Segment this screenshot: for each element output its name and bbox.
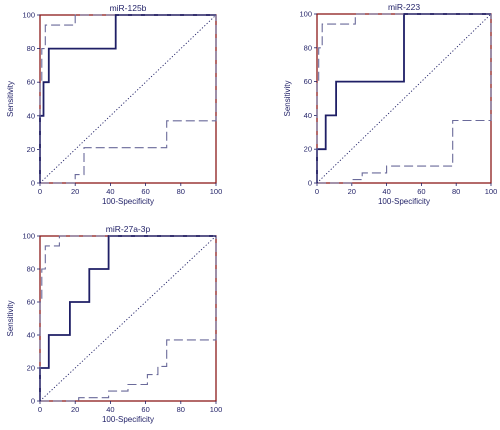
y-tick-label: 40 (304, 111, 312, 120)
y-tick-label: 20 (27, 364, 35, 373)
y-tick-label: 80 (304, 43, 312, 52)
ci-lower-line (40, 236, 217, 402)
x-tick-label: 100 (210, 405, 223, 414)
x-tick-label: 60 (141, 187, 149, 196)
y-tick-label: 60 (27, 78, 35, 87)
x-tick-label: 100 (485, 187, 498, 196)
x-axis-label: 100-Specificity (102, 415, 154, 424)
roc-line (39, 235, 216, 401)
x-tick-label: 100 (210, 187, 223, 196)
y-axis-label: Sensitivity (6, 300, 15, 336)
y-axis-label: Sensitivity (283, 80, 292, 116)
y-tick-label: 40 (27, 331, 35, 340)
reference-line (316, 13, 492, 184)
x-tick-label: 20 (71, 405, 79, 414)
x-tick-label: 80 (452, 187, 460, 196)
y-axis-label: Sensitivity (6, 81, 15, 117)
roc-line (316, 13, 491, 183)
ci-lower-line (40, 15, 217, 184)
ci-upper-line (39, 235, 216, 401)
chart-title: miR-27a-3p (106, 224, 151, 234)
x-tick-label: 40 (106, 405, 114, 414)
x-tick-label: 0 (38, 405, 42, 414)
ci-upper-line (39, 14, 216, 183)
y-tick-label: 20 (304, 145, 312, 154)
chart-title: miR-125b (110, 3, 147, 13)
reference-line (39, 14, 217, 184)
reference-line (39, 235, 217, 402)
x-tick-label: 80 (177, 405, 185, 414)
y-tick-label: 80 (27, 44, 35, 53)
ci-upper-line (316, 13, 491, 183)
y-tick-label: 80 (27, 265, 35, 274)
x-axis-label: 100-Specificity (378, 197, 430, 206)
roc-chart-1: miR-125b 0 20 40 60 80 100 0 20 40 60 80 100 100-Spec… (6, 3, 222, 206)
y-tick-label: 100 (299, 10, 312, 19)
y-tick-label: 60 (27, 298, 35, 307)
x-tick-label: 60 (417, 187, 425, 196)
y-tick-label: 0 (308, 179, 312, 188)
roc-line (39, 14, 216, 183)
x-tick-label: 80 (177, 187, 185, 196)
roc-chart-2: miR-223 0 20 40 60 80 100 0 20 40 60 80 100 100-Speci… (283, 2, 497, 206)
y-tick-label: 0 (31, 397, 35, 406)
x-tick-label: 40 (382, 187, 390, 196)
y-tick-label: 20 (27, 145, 35, 154)
x-tick-label: 0 (38, 187, 42, 196)
roc-chart-3: miR-27a-3p 0 20 40 60 80 100 0 20 40 60 80 100 100-Sp… (6, 224, 222, 424)
x-axis-label: 100-Specificity (102, 197, 154, 206)
x-tick-label: 20 (71, 187, 79, 196)
ci-lower-line (317, 14, 492, 184)
y-tick-label: 60 (304, 77, 312, 86)
y-tick-label: 100 (22, 11, 35, 20)
x-tick-label: 20 (348, 187, 356, 196)
x-tick-label: 60 (141, 405, 149, 414)
x-tick-label: 0 (315, 187, 319, 196)
chart-title: miR-223 (388, 2, 420, 12)
y-tick-label: 100 (22, 232, 35, 241)
y-tick-label: 40 (27, 111, 35, 120)
y-tick-label: 0 (31, 179, 35, 188)
x-tick-label: 40 (106, 187, 114, 196)
